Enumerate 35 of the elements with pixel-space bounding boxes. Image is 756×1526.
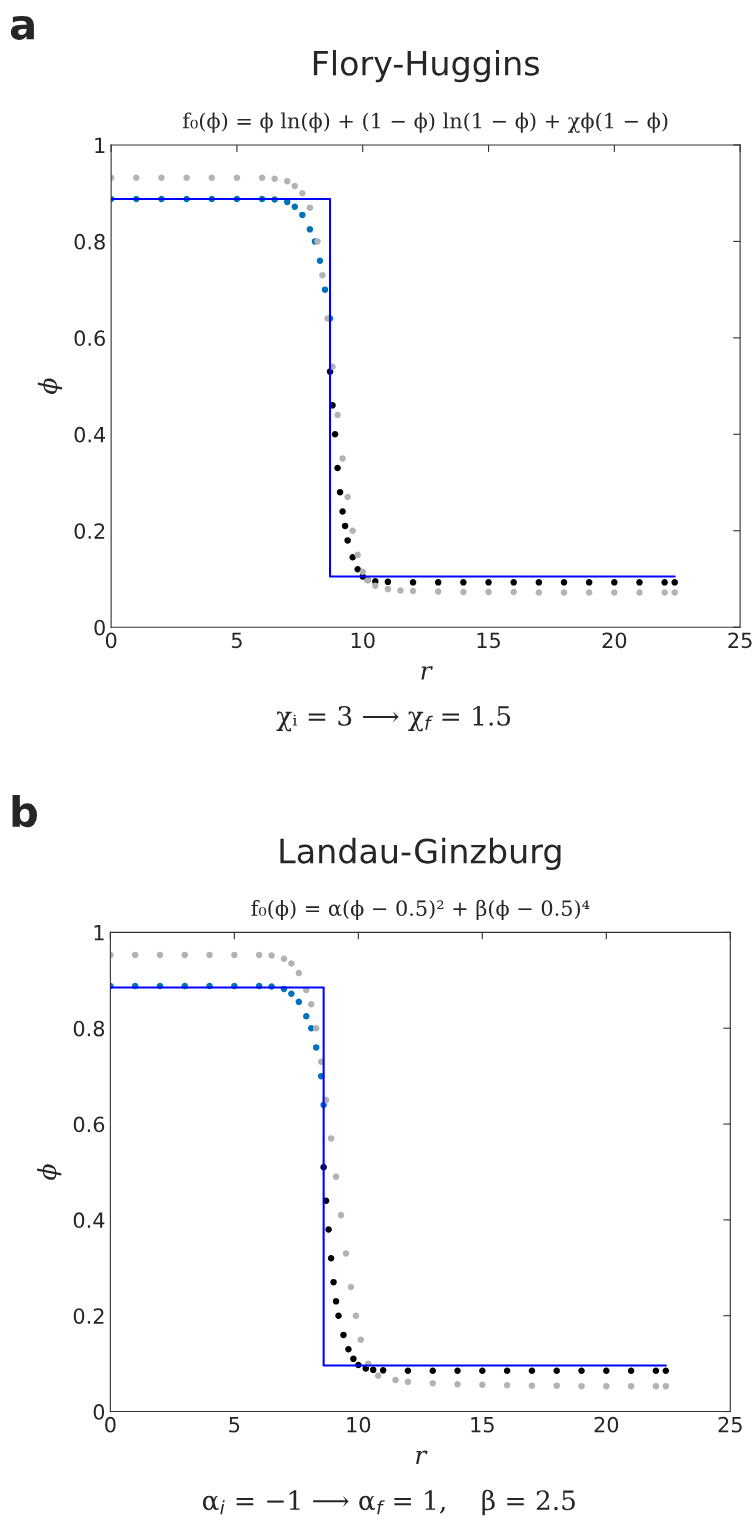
y-tick-label: 0.2 [73,1308,104,1324]
y-tick-label: 0.8 [74,233,105,250]
chart-title: Flory-Huggins [313,50,539,83]
x-axis-title: r [421,666,433,680]
x-tick-label: 15 [471,1417,494,1433]
y-tick-label: 0.4 [73,1212,105,1229]
x-tick-label: 0 [105,632,117,649]
y-tick-label: 0 [93,1404,105,1420]
y-tick-label: 1 [95,137,105,153]
y-tick-label: 0.6 [74,330,105,347]
x-tick-label: 10 [347,1416,371,1433]
text: a [10,15,34,40]
text: α$_{i}$ = −1 ⟶ α$_{f}$ = 1, β = 2.5 [202,1489,575,1516]
text: b [12,795,38,828]
x-axis-title: r [416,1450,428,1464]
x-tick-label: 5 [229,1417,240,1433]
x-tick-label: 20 [594,1416,619,1433]
y-tick-label: 1 [94,925,104,941]
chart-subtitle: f₀(ϕ) = α(ϕ − 0.5)² + β(ϕ − 0.5)⁴ [251,899,590,921]
text: χᵢ = 3 ⟶ χ$_{f}$ = 1.5 [276,705,511,732]
y-axis-title: ϕ [37,378,63,394]
chart-title: Landau-Ginzburg [280,837,561,871]
x-tick-label: 25 [718,1416,742,1433]
x-tick-label: 5 [231,632,242,649]
y-axis-title: ϕ [37,1164,62,1180]
chart-subtitle: f₀(ϕ) = ϕ ln(ϕ) + (1 − ϕ) ln(1 − ϕ) + χϕ(1 − ϕ) [183,112,668,133]
x-tick-label: 20 [602,632,627,649]
x-tick-label: 15 [477,632,500,649]
y-tick-label: 0.2 [74,523,105,539]
y-tick-label: 0.4 [74,426,106,443]
x-tick-label: 25 [728,632,752,649]
y-tick-label: 0 [94,619,105,636]
x-tick-label: 10 [351,632,375,649]
y-tick-label: 0.8 [73,1020,105,1037]
y-tick-label: 0.6 [73,1116,105,1133]
